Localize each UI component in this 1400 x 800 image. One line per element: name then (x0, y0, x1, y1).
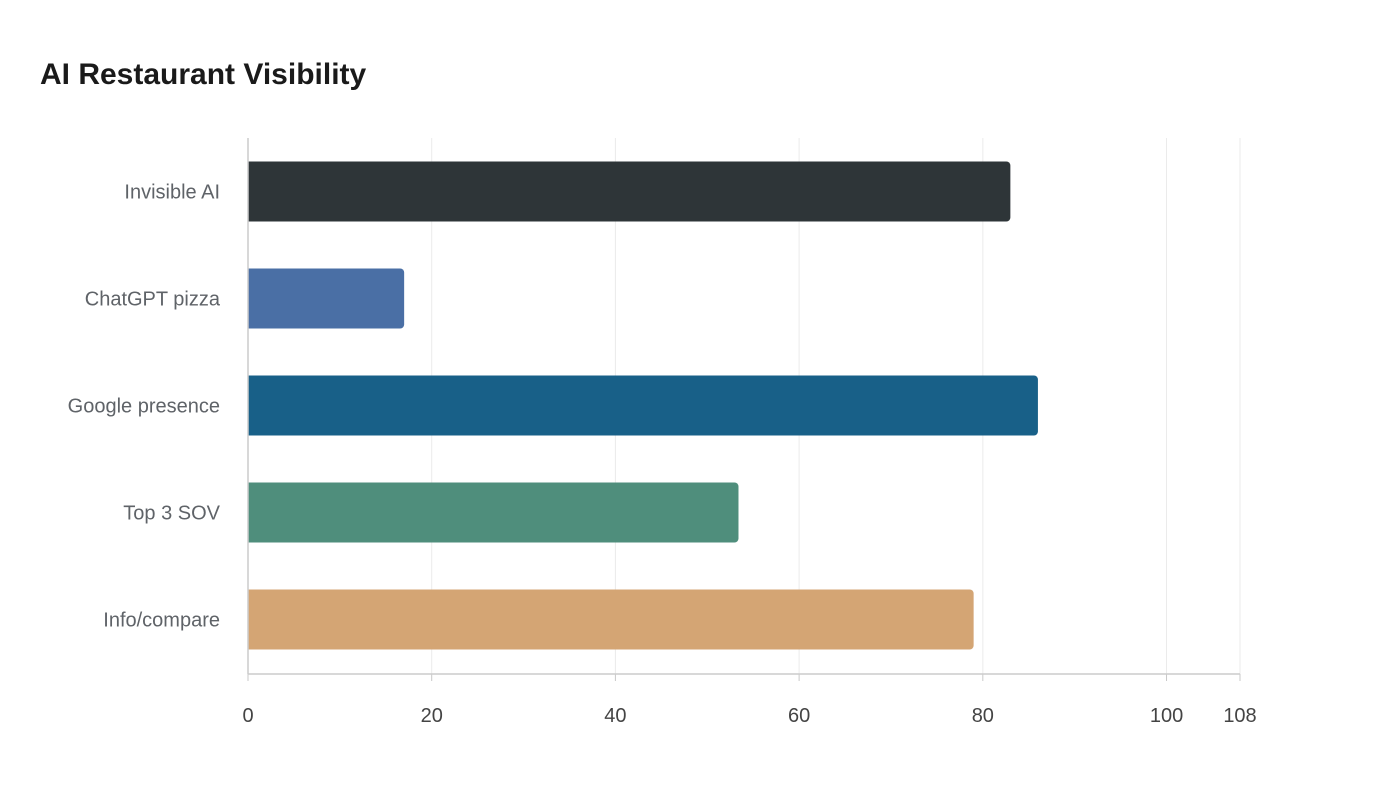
category-label: Invisible AI (124, 182, 220, 204)
x-tick-label: 0 (242, 705, 253, 727)
chart-title: AI Restaurant Visibility (40, 58, 367, 91)
bar (248, 268, 405, 329)
bar (248, 375, 1038, 436)
x-tick-label: 40 (604, 705, 626, 727)
bars (248, 161, 1038, 650)
labels: 0 20 40 60 80 100 108 Invisible AI ChatGPT pizza… (68, 182, 1257, 728)
category-label: Info/compare (103, 610, 220, 632)
x-tick-label: 20 (421, 705, 443, 727)
axes (247, 138, 1241, 681)
category-label: Google presence (68, 396, 220, 418)
bar (248, 161, 1011, 222)
category-label: Top 3 SOV (123, 503, 220, 525)
category-label: ChatGPT pizza (85, 289, 221, 311)
x-tick-label: 100 (1150, 705, 1183, 727)
bar (248, 482, 739, 543)
x-tick-label: 60 (788, 705, 810, 727)
bar (248, 589, 974, 650)
x-tick-label: 80 (972, 705, 994, 727)
x-tick-label: 108 (1223, 705, 1256, 727)
